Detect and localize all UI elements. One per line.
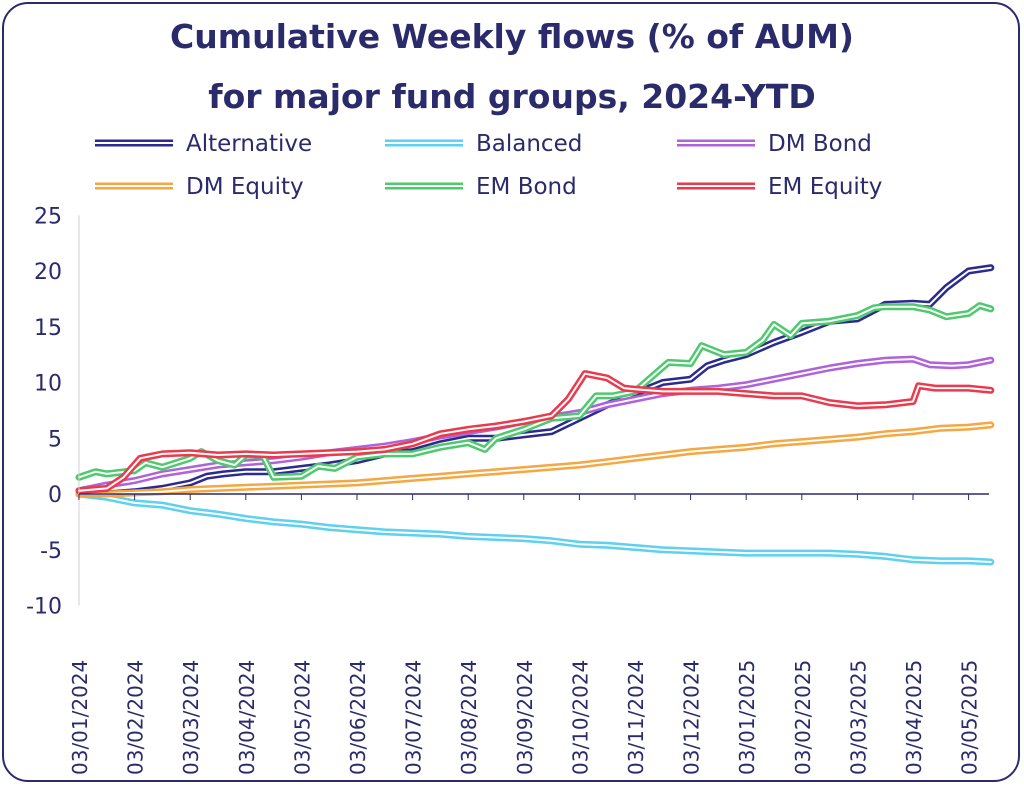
y-tick-label: -5 xyxy=(40,539,62,564)
x-tick-label: 03/02/2024 xyxy=(124,660,148,775)
x-tick-label: 03/06/2024 xyxy=(346,660,370,775)
y-tick-label: 20 xyxy=(34,260,62,285)
axes: 25 20 15 10 5 0 -5 -10 03/01/2024 03/02/2024 03/03… xyxy=(26,204,989,775)
x-tick-label: 03/08/2024 xyxy=(457,660,481,775)
series-stroke-balanced xyxy=(75,490,995,566)
x-tick-label: 03/09/2024 xyxy=(513,660,537,775)
chart-title-line-2: for major fund groups, 2024-YTD xyxy=(208,77,816,116)
legend: Alternative Balanced DM Bond DM Equity EM Bo… xyxy=(95,131,882,200)
legend-item-em-bond: EM Bond xyxy=(385,174,577,200)
legend-label: Alternative xyxy=(186,131,312,157)
legend-label: EM Equity xyxy=(768,174,882,200)
series-core-dm-equity xyxy=(78,423,992,495)
series-line-balanced xyxy=(75,490,995,566)
chart-title-line-1: Cumulative Weekly flows (% of AUM) xyxy=(169,17,855,56)
y-tick-label: 5 xyxy=(48,427,62,452)
x-tick-label: 03/01/2025 xyxy=(735,660,759,775)
x-tick-label: 03/12/2024 xyxy=(680,660,704,775)
series-layer xyxy=(75,264,995,566)
legend-label: EM Bond xyxy=(476,174,577,200)
x-tick-label: 03/03/2024 xyxy=(179,660,203,775)
x-tick-label: 03/04/2025 xyxy=(902,660,926,775)
x-tick-label: 03/11/2024 xyxy=(624,660,648,775)
x-tick-label: 03/01/2024 xyxy=(68,660,92,775)
series-core-balanced xyxy=(78,493,992,563)
y-tick-label: 15 xyxy=(34,316,62,341)
x-tick-label: 03/04/2024 xyxy=(235,660,259,775)
x-tick-label: 03/10/2024 xyxy=(568,660,592,775)
series-core-em-equity xyxy=(78,372,992,492)
x-tick-label: 03/07/2024 xyxy=(402,660,426,775)
y-tick-label: 25 xyxy=(34,204,62,229)
legend-item-dm-bond: DM Bond xyxy=(677,131,872,157)
x-tick-label: 03/05/2025 xyxy=(958,660,982,775)
x-tick-label: 03/05/2024 xyxy=(290,660,314,775)
legend-item-em-equity: EM Equity xyxy=(677,174,882,200)
legend-label: DM Bond xyxy=(768,131,872,157)
legend-item-balanced: Balanced xyxy=(385,131,582,157)
y-tick-label: -10 xyxy=(26,595,62,620)
series-line-em-equity xyxy=(75,370,995,495)
y-tick-label: 10 xyxy=(34,372,62,397)
legend-label: Balanced xyxy=(476,131,582,157)
legend-label: DM Equity xyxy=(186,174,304,200)
legend-item-dm-equity: DM Equity xyxy=(95,174,304,200)
y-tick-label: 0 xyxy=(48,483,62,508)
legend-item-alternative: Alternative xyxy=(95,131,312,157)
x-tick-label: 03/03/2025 xyxy=(846,660,870,775)
x-tick-label: 03/02/2025 xyxy=(791,660,815,775)
series-line-dm-equity xyxy=(75,421,995,498)
